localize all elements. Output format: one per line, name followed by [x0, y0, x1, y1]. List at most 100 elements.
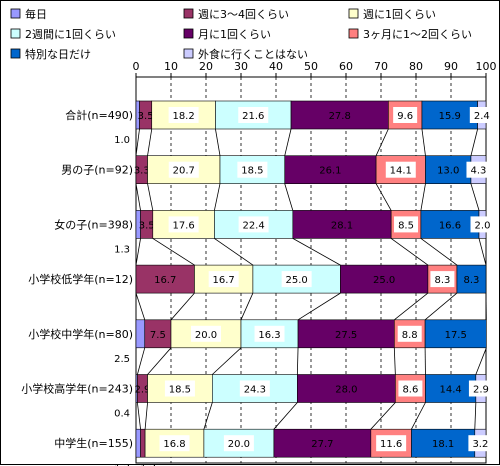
data-label: 20.7: [173, 166, 195, 177]
tick-label: 70: [374, 60, 388, 73]
data-label: 7.5: [150, 330, 166, 341]
series-connector: [475, 403, 476, 430]
data-label: 4.3: [471, 166, 487, 177]
series-connector: [153, 238, 195, 265]
outside-label: 0.4: [114, 409, 130, 420]
tick-label: 40: [269, 60, 283, 73]
data-label: 16.7: [213, 275, 235, 286]
data-label: 8.3: [434, 275, 450, 286]
legend-swatch: [11, 49, 20, 58]
data-label: 17.5: [445, 330, 467, 341]
series-connector: [204, 403, 212, 430]
series-connector: [148, 129, 152, 156]
series-connector: [212, 348, 241, 375]
tick-label: 90: [444, 60, 458, 73]
data-label: 27.5: [335, 330, 357, 341]
data-label: 8.5: [398, 220, 414, 231]
data-label: 18.5: [241, 166, 263, 177]
category-label: 中学生(n=155): [54, 436, 133, 450]
data-label: 8.8: [402, 330, 418, 341]
tick-label: 0: [133, 60, 140, 73]
legend-label: 外食に行くことはない: [198, 47, 308, 61]
series-connector: [285, 129, 291, 156]
series-connector: [214, 238, 253, 265]
series-connector: [471, 129, 478, 156]
series-connector: [136, 184, 141, 211]
data-label: 16.8: [163, 439, 185, 450]
data-label: 9.6: [397, 111, 413, 122]
series-connector: [394, 293, 428, 320]
category-label: 小学校低学年(n=12): [28, 272, 133, 286]
category-label: 合計(n=490): [65, 108, 133, 122]
data-label: 2.4: [474, 111, 490, 122]
series-connector: [421, 238, 457, 265]
legend-swatch: [349, 9, 358, 18]
legend: 毎日 週に3～4回くらい 週に1回くらい 2週間に1回くらい 月に1回くらい 3ヶ月に1～…: [11, 8, 472, 61]
legend-swatch: [184, 49, 193, 58]
tick-label: 20: [199, 60, 213, 73]
category-label: 小学校中学年(n=80): [28, 327, 133, 341]
series-connector: [371, 403, 396, 430]
outside-label: 1.3: [114, 244, 130, 255]
legend-swatch: [184, 29, 193, 38]
legend-label: 週に1回くらい: [363, 8, 436, 21]
data-label: 13.0: [437, 166, 459, 177]
legend-swatch: [184, 9, 193, 18]
data-label: 8.3: [464, 275, 480, 286]
data-label: 11.6: [380, 439, 402, 450]
data-label: 27.7: [311, 439, 333, 450]
series-connector: [422, 129, 426, 156]
data-label: 18.2: [172, 111, 194, 122]
legend-label: 月に1回くらい: [198, 28, 271, 41]
outside-label: 2.5: [114, 354, 130, 365]
category-labels: 合計(n=490) 男の子(n=92) 女の子(n=398) 小学校低学年(n=12)…: [21, 108, 133, 450]
series-connector: [394, 348, 395, 375]
data-label: 24.3: [244, 385, 266, 396]
series-connector: [471, 184, 479, 211]
data-label: 16.6: [439, 220, 461, 231]
tick-label: 10: [164, 60, 178, 73]
tick-label: 50: [304, 60, 318, 73]
series-connector: [293, 238, 341, 265]
series-connector: [297, 348, 298, 375]
series-connector: [476, 348, 487, 375]
data-label: 3.2: [472, 439, 488, 450]
series-connector: [136, 129, 140, 156]
data-label: 21.6: [242, 111, 264, 122]
series-connector: [421, 184, 426, 211]
series-connector: [298, 293, 340, 320]
legend-swatch: [11, 9, 20, 18]
series-connector: [391, 238, 428, 265]
data-label: 25.0: [373, 275, 395, 286]
outside-labels: 1.01.32.50.41.31.3: [114, 135, 156, 466]
series-connector: [214, 184, 220, 211]
tick-label: 80: [409, 60, 423, 73]
legend-label: 3ヶ月に1～2回くらい: [363, 28, 472, 41]
data-label: 18.1: [432, 439, 454, 450]
series-connector: [137, 348, 144, 375]
bar-segment: [136, 429, 141, 457]
series-connector: [145, 403, 147, 430]
data-label: 2.9: [473, 385, 489, 396]
data-label: 2.0: [475, 220, 491, 231]
data-label: 3.5: [139, 220, 155, 231]
data-label: 17.6: [172, 220, 194, 231]
legend-label: 2週間に1回くらい: [25, 28, 116, 41]
legend-label: 週に3～4回くらい: [198, 8, 289, 21]
series-connector: [479, 238, 486, 265]
data-label: 18.5: [169, 385, 191, 396]
series-connector: [148, 184, 153, 211]
data-label: 20.0: [195, 330, 217, 341]
series-connector: [241, 293, 253, 320]
legend-swatch: [349, 29, 358, 38]
legend-swatch: [11, 29, 20, 38]
series-connector: [376, 184, 391, 211]
legend-label: 毎日: [25, 8, 47, 21]
category-label: 女の子(n=398): [54, 217, 133, 231]
data-label: 28.1: [331, 220, 353, 231]
data-label: 16.3: [258, 330, 280, 341]
category-label: 男の子(n=92): [61, 164, 133, 177]
